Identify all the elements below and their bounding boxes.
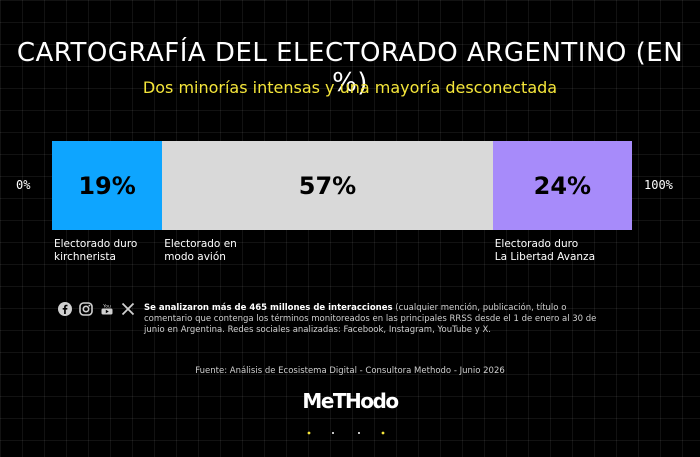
methodology-note: Se analizaron más de 465 millones de int… <box>144 303 614 336</box>
methodo-logo: MeTHodo <box>0 388 700 419</box>
bar-segment-1: 19% <box>52 141 163 230</box>
instagram-icon <box>79 302 93 316</box>
bar-value-label: 19% <box>78 171 136 200</box>
segment-category-label: Electorado duro La Libertad Avanza <box>494 238 595 263</box>
svg-text:MeTHodo: MeTHodo <box>302 389 398 413</box>
x-icon <box>121 302 135 316</box>
logo-dots <box>307 431 385 435</box>
segment-category-label: Electorado duro kirchnerista <box>54 238 138 263</box>
note-bold: Se analizaron más de 465 millones de int… <box>144 303 393 313</box>
page-title: CARTOGRAFÍA DEL ELECTORADO ARGENTINO (EN… <box>16 38 684 98</box>
bar-value-label: 57% <box>298 171 357 200</box>
bar-segment-2: 57% <box>162 141 493 230</box>
note-rest: (cualquier mención, publicación, título … <box>144 303 597 335</box>
axis-max-label: 100% <box>644 178 673 192</box>
source-text: Fuente: Análisis de Ecosistema Digital -… <box>195 366 505 376</box>
facebook-icon <box>58 302 72 316</box>
page-subtitle: Dos minorías intensas y una mayoría desc… <box>142 78 558 97</box>
methodo-logo-mark: MeTHodo <box>302 389 399 413</box>
bar-value-label: 24% <box>533 171 592 200</box>
segment-category-label: Electorado en modo avión <box>164 238 237 263</box>
youtube-icon: You <box>100 302 114 316</box>
social-icons: You <box>58 302 135 316</box>
svg-text:You: You <box>102 304 111 310</box>
stacked-bar-chart: 19% 57% 24% <box>52 141 632 230</box>
bar-segment-3: 24% <box>492 141 632 230</box>
axis-min-label: 0% <box>16 178 31 192</box>
